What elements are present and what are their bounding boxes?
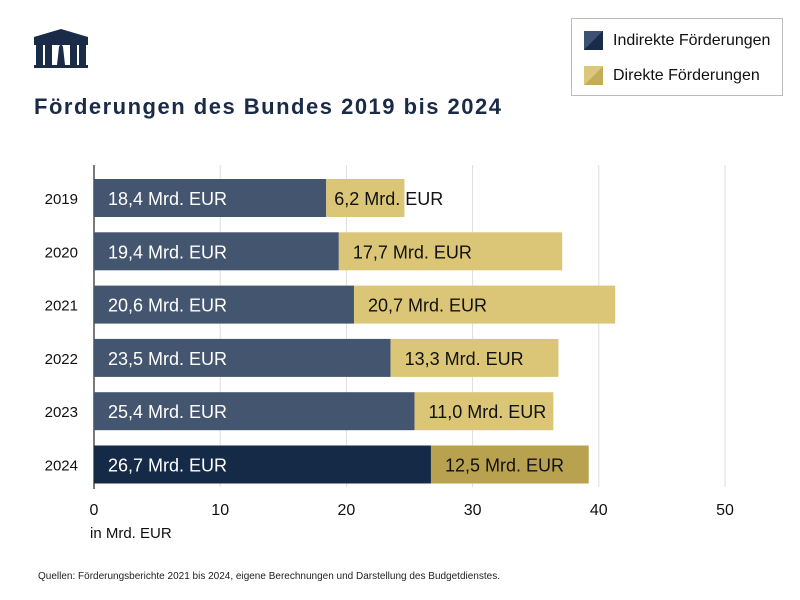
- data-label: 20,6 Mrd. EUR: [108, 296, 227, 316]
- bar-indirect: [94, 232, 339, 271]
- data-label: 13,3 Mrd. EUR: [405, 349, 524, 369]
- legend-item-direct: Direkte Förderungen: [584, 66, 760, 85]
- bar-direct: [414, 392, 554, 431]
- bar-direct: [326, 179, 405, 217]
- legend-label: Direkte Förderungen: [613, 66, 760, 84]
- x-tick-label: 0: [90, 502, 99, 519]
- legend-swatch-indirect: [584, 31, 603, 50]
- source-note: Quellen: Förderungsberichte 2021 bis 202…: [38, 571, 500, 582]
- x-tick-label: 50: [716, 502, 734, 519]
- legend: Indirekte Förderungen Direkte Förderunge…: [571, 18, 783, 96]
- bar-indirect: [94, 285, 354, 324]
- bar-indirect: [94, 445, 431, 484]
- data-label: 20,7 Mrd. EUR: [368, 296, 487, 316]
- data-label: 18,4 Mrd. EUR: [108, 189, 227, 209]
- bar-direct: [353, 285, 616, 324]
- data-label: 26,7 Mrd. EUR: [108, 456, 227, 476]
- chart-title: Förderungen des Bundes 2019 bis 2024: [34, 94, 503, 119]
- bar-direct: [390, 338, 559, 377]
- bar-direct: [430, 445, 589, 484]
- data-label: 23,5 Mrd. EUR: [108, 349, 227, 369]
- bar-direct: [338, 232, 563, 271]
- legend-item-indirect: Indirekte Förderungen: [584, 31, 770, 50]
- data-label: 6,2 Mrd. EUR: [334, 189, 443, 209]
- data-label: 19,4 Mrd. EUR: [108, 242, 227, 262]
- parliament-logo-icon: [34, 29, 88, 68]
- legend-swatch-direct: [584, 66, 603, 85]
- data-label: 25,4 Mrd. EUR: [108, 402, 227, 422]
- x-tick-label: 40: [590, 502, 608, 519]
- y-tick-label: 2024: [45, 458, 78, 475]
- data-label: 17,7 Mrd. EUR: [353, 242, 472, 262]
- bar-indirect: [94, 392, 415, 431]
- data-label: 11,0 Mrd. EUR: [429, 402, 547, 422]
- x-tick-label: 20: [338, 502, 356, 519]
- data-label: 12,5 Mrd. EUR: [445, 456, 564, 476]
- bar-indirect: [94, 338, 391, 377]
- y-tick-label: 2019: [45, 191, 78, 208]
- y-tick-label: 2020: [45, 244, 78, 261]
- y-tick-label: 2022: [45, 351, 78, 368]
- x-axis-label: in Mrd. EUR: [90, 525, 172, 542]
- x-tick-label: 30: [464, 502, 482, 519]
- y-tick-label: 2023: [45, 404, 78, 421]
- legend-label: Indirekte Förderungen: [613, 31, 771, 49]
- bar-indirect: [94, 179, 327, 217]
- x-tick-label: 10: [211, 502, 229, 519]
- y-tick-label: 2021: [45, 298, 78, 315]
